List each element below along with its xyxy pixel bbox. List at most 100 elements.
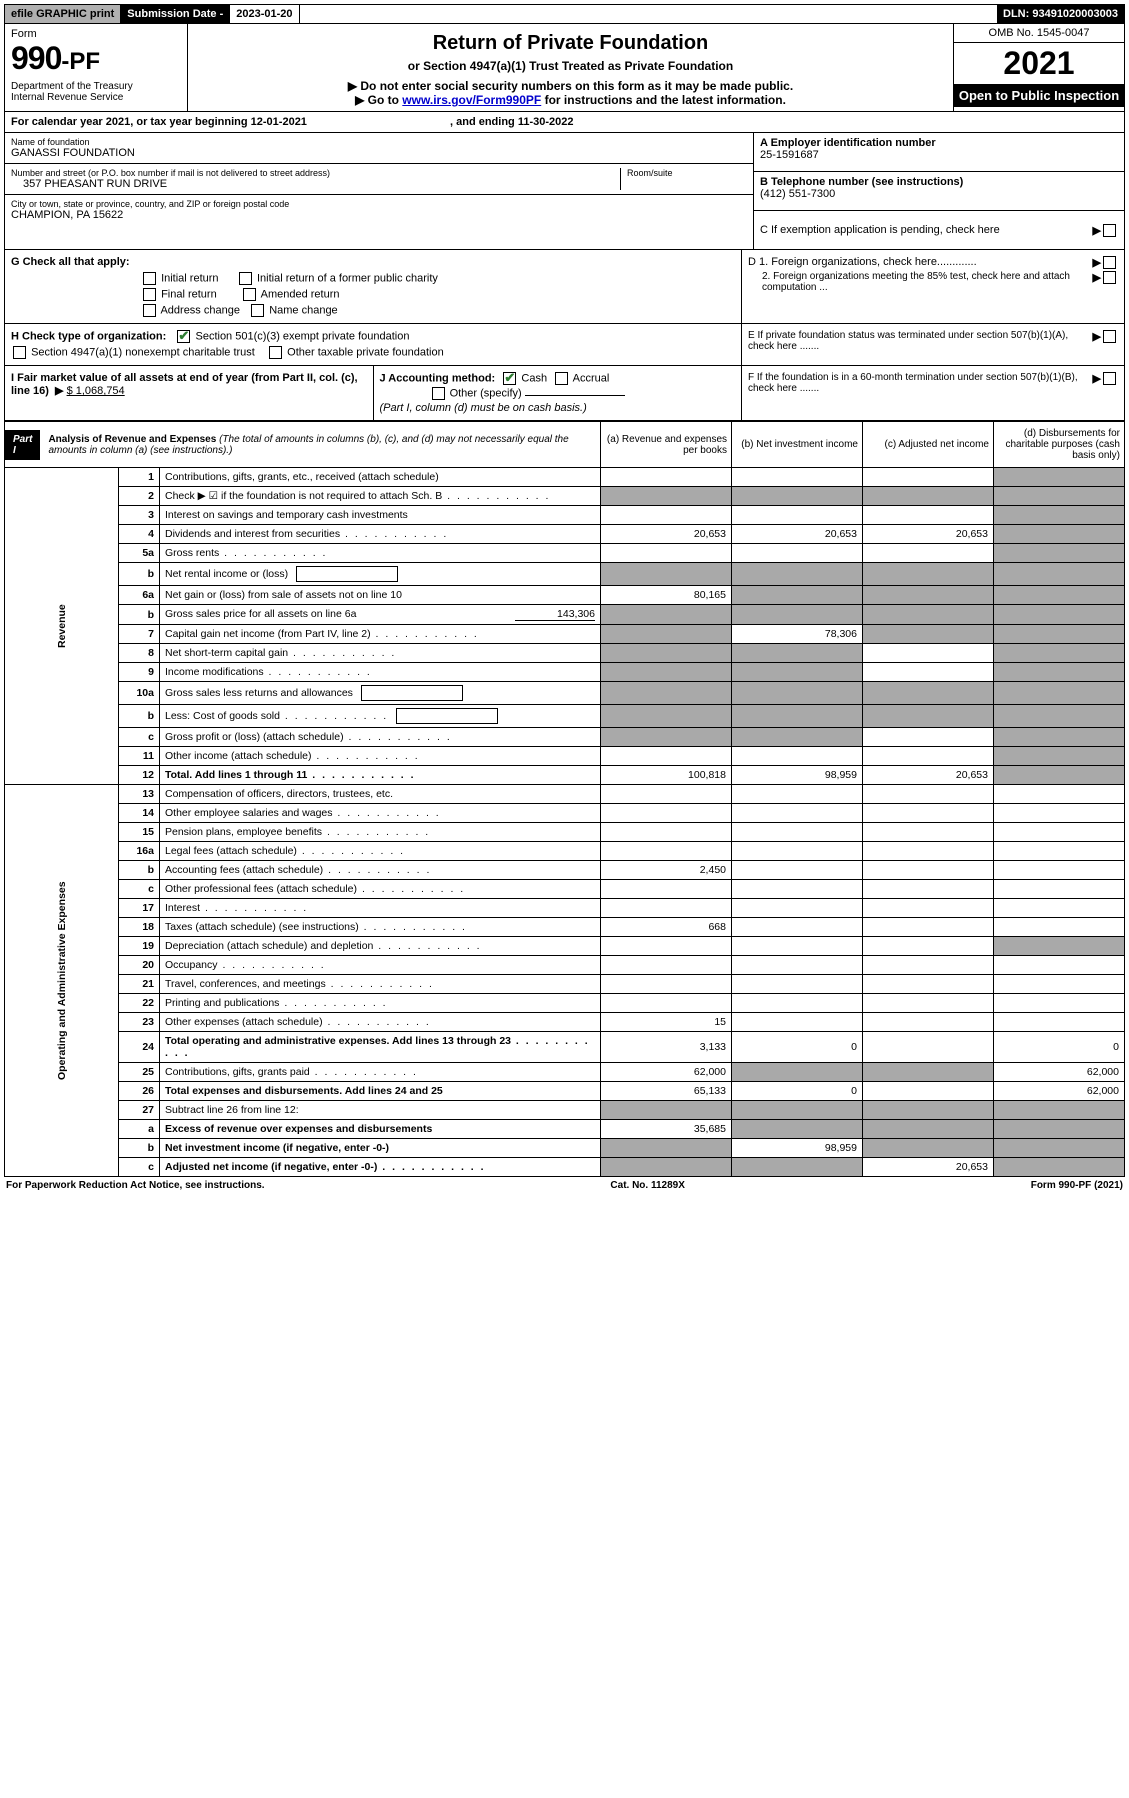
tax-year: 2021 [954,43,1124,84]
row-number: 3 [119,506,160,525]
d1-label: D 1. Foreign organizations, check here..… [748,256,1093,269]
row-description: Contributions, gifts, grants paid [160,1063,601,1082]
table-cell [863,804,994,823]
part1-badge: Part I [5,430,40,460]
table-cell [994,804,1125,823]
arrow-icon: ▶ [1093,271,1101,293]
f-checkbox[interactable] [1103,372,1116,385]
accrual-checkbox[interactable] [555,372,568,385]
table-cell [994,525,1125,544]
row-number: c [119,728,160,747]
table-cell [732,861,863,880]
table-cell [732,842,863,861]
efile-badge[interactable]: efile GRAPHIC print [5,5,121,23]
table-row: 14Other employee salaries and wages [5,804,1125,823]
info-grid: Name of foundation GANASSI FOUNDATION Nu… [4,133,1125,250]
e-checkbox[interactable] [1103,330,1116,343]
table-cell: 62,000 [994,1082,1125,1101]
table-row: 26Total expenses and disbursements. Add … [5,1082,1125,1101]
table-row: 25Contributions, gifts, grants paid62,00… [5,1063,1125,1082]
table-cell [601,880,732,899]
table-cell [601,823,732,842]
table-cell: 3,133 [601,1032,732,1063]
other-taxable-checkbox[interactable] [269,346,282,359]
table-cell [732,1101,863,1120]
table-row: bNet investment income (if negative, ent… [5,1139,1125,1158]
phone-label: B Telephone number (see instructions) [760,176,1118,188]
row-number: c [119,1158,160,1177]
name-cell: Name of foundation GANASSI FOUNDATION [5,133,753,164]
room-label: Room/suite [627,168,747,178]
irs-link[interactable]: www.irs.gov/Form990PF [402,93,541,107]
cal-pre: For calendar year 2021, or tax year begi… [11,116,251,128]
table-cell [863,842,994,861]
amended-checkbox[interactable] [243,288,256,301]
table-cell [732,682,863,705]
table-cell [994,705,1125,728]
top-bar: efile GRAPHIC print Submission Date - 20… [4,4,1125,24]
table-cell [732,1120,863,1139]
pending-cell: C If exemption application is pending, c… [754,211,1124,249]
cal-begin: 12-01-2021 [251,116,307,128]
row-number: 18 [119,918,160,937]
table-row: Operating and Administrative Expenses13C… [5,785,1125,804]
table-cell [601,605,732,625]
address-change-checkbox[interactable] [143,304,156,317]
table-cell [601,506,732,525]
row-description: Depreciation (attach schedule) and deple… [160,937,601,956]
e-section: E If private foundation status was termi… [742,324,1124,365]
4947-checkbox[interactable] [13,346,26,359]
table-cell [863,975,994,994]
table-cell [601,544,732,563]
d1-checkbox[interactable] [1103,256,1116,269]
501c3-label: Section 501(c)(3) exempt private foundat… [195,330,409,342]
omb-number: OMB No. 1545-0047 [954,24,1124,43]
table-row: 7Capital gain net income (from Part IV, … [5,625,1125,644]
table-cell [994,975,1125,994]
irs-label: Internal Revenue Service [11,92,181,103]
table-cell: 80,165 [601,586,732,605]
row-number: 16a [119,842,160,861]
table-row: Revenue1Contributions, gifts, grants, et… [5,468,1125,487]
table-row: bNet rental income or (loss) [5,563,1125,586]
table-cell: 78,306 [732,625,863,644]
d2-checkbox[interactable] [1103,271,1116,284]
h-label: H Check type of organization: [11,330,166,342]
addr-label: Number and street (or P.O. box number if… [11,168,620,178]
table-cell [863,705,994,728]
table-header-row: Part I Analysis of Revenue and Expenses … [5,422,1125,468]
row-description: Total operating and administrative expen… [160,1032,601,1063]
h-e-row: H Check type of organization: Section 50… [4,324,1125,366]
table-cell [863,956,994,975]
row-description: Other professional fees (attach schedule… [160,880,601,899]
initial-return-checkbox[interactable] [143,272,156,285]
501c3-checkbox[interactable] [177,330,190,343]
initial-former-checkbox[interactable] [239,272,252,285]
row-number: 9 [119,663,160,682]
part1-title: Analysis of Revenue and Expenses [48,434,216,445]
table-cell [732,586,863,605]
pending-checkbox[interactable] [1103,224,1116,237]
table-cell: 20,653 [863,766,994,785]
table-cell [601,468,732,487]
table-cell: 668 [601,918,732,937]
other-specify-checkbox[interactable] [432,387,445,400]
table-row: bLess: Cost of goods sold [5,705,1125,728]
4947-label: Section 4947(a)(1) nonexempt charitable … [31,346,255,358]
row-number: 10a [119,682,160,705]
row-description: Excess of revenue over expenses and disb… [160,1120,601,1139]
cash-checkbox[interactable] [503,372,516,385]
row-description: Occupancy [160,956,601,975]
row-number: b [119,1139,160,1158]
table-cell [863,605,994,625]
table-cell: 35,685 [601,1120,732,1139]
name-change-checkbox[interactable] [251,304,264,317]
ein-value: 25-1591687 [760,149,1118,161]
table-cell [863,1063,994,1082]
submission-label: Submission Date - [121,5,230,23]
info-right: A Employer identification number 25-1591… [754,133,1124,249]
row-description: Taxes (attach schedule) (see instruction… [160,918,601,937]
table-cell [863,644,994,663]
final-return-checkbox[interactable] [143,288,156,301]
row-number: 25 [119,1063,160,1082]
